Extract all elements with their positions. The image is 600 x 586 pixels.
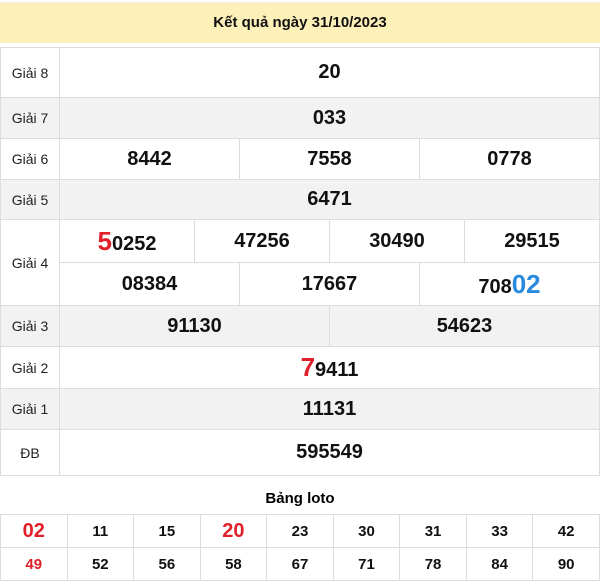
loto-number: 67 [266,547,334,581]
prize-row-g5: Giải 5 6471 [0,179,600,220]
prize-value: 7558 [239,138,420,180]
results-table: Giải 8 20 Giải 7 033 Giải 6 8442 7558 0778 Gi… [0,47,600,476]
loto-number: 30 [332,514,401,548]
loto-number: 71 [332,547,401,581]
loto-number: 23 [266,514,334,548]
loto-number: 84 [465,547,534,581]
loto-number: 49 [0,547,68,581]
loto-number: 31 [399,514,467,548]
prize-label: Giải 2 [0,346,60,389]
prize-row-db: ĐB 595549 [0,429,600,476]
loto-number: 78 [399,547,467,581]
prize-label: Giải 5 [0,179,60,220]
loto-number: 58 [199,547,268,581]
prize-row-g3: Giải 3 91130 54623 [0,305,600,347]
prize-label: Giải 1 [0,388,60,430]
loto-number: 42 [532,514,600,548]
loto-number: 20 [199,514,268,548]
loto-number: 56 [133,547,201,581]
prize-row-g6: Giải 6 8442 7558 0778 [0,138,600,180]
prize-label: Giải 3 [0,305,60,347]
results-header: Kết quả ngày 31/10/2023 [0,2,600,43]
loto-number: 33 [465,514,534,548]
prize-label: Giải 4 [0,219,60,306]
loto-number: 02 [0,514,68,548]
loto-table: 02 11 15 20 23 30 31 33 42 49 52 56 58 67 71 78 84 90 [0,514,600,581]
prize-value: 8442 [59,138,240,180]
loto-number: 11 [66,514,135,548]
prize-value: 54623 [329,305,600,347]
prize-value: 17667 [239,262,420,306]
loto-number: 90 [532,547,600,581]
prize-row-g8: Giải 8 20 [0,47,600,98]
loto-row: 02 11 15 20 23 30 31 33 42 [0,514,600,548]
prize-row-g1: Giải 1 11131 [0,388,600,430]
prize-row-g2: Giải 2 79411 [0,346,600,389]
prize-value: 29515 [464,219,600,263]
prize-value: 47256 [194,219,330,263]
prize-value: 30490 [329,219,465,263]
prize-value: 11131 [59,388,600,430]
prize-value: 79411 [59,346,600,389]
prize-value: 08384 [59,262,240,306]
prize-row-g7: Giải 7 033 [0,97,600,139]
prize-label: Giải 6 [0,138,60,180]
prize-value: 595549 [59,429,600,476]
prize-value: 6471 [59,179,600,220]
prize-value: 0778 [419,138,600,180]
prize-value: 033 [59,97,600,139]
prize-value: 91130 [59,305,330,347]
prize-row-g4b: 08384 17667 70802 [1,262,600,306]
prize-label: Giải 8 [0,47,60,98]
prize-label: ĐB [0,429,60,476]
prize-row-g4: Giải 4 50252 47256 30490 29515 [0,219,600,306]
prize-value: 70802 [419,262,600,306]
loto-row: 49 52 56 58 67 71 78 84 90 [0,547,600,581]
loto-title: Bảng loto [265,490,335,507]
prize-value: 50252 [59,219,195,263]
loto-number: 15 [133,514,201,548]
loto-number: 52 [66,547,135,581]
prize-value: 20 [59,47,600,98]
prize-label: Giải 7 [0,97,60,139]
